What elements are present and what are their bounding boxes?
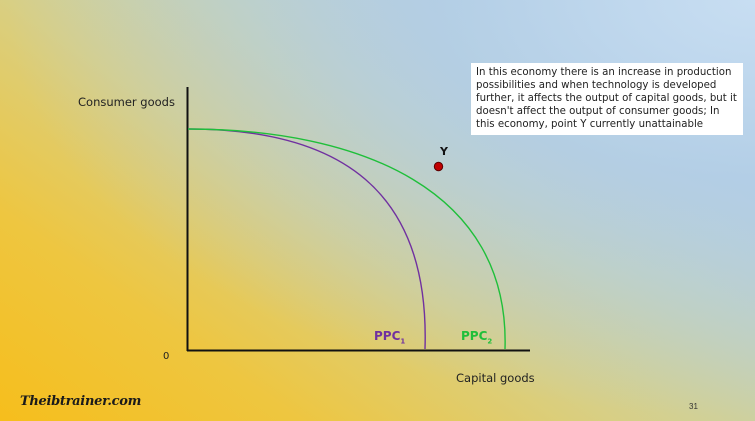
ppc2-label-subscript: 2 bbox=[487, 337, 493, 346]
ppc2-label-name: PPC bbox=[461, 329, 488, 343]
explanation-textbox: In this economy there is an increase in … bbox=[471, 63, 743, 135]
ppc1-label-subscript: 1 bbox=[400, 337, 406, 346]
point-y-label: Y bbox=[440, 145, 448, 158]
page-number: 31 bbox=[689, 402, 698, 411]
origin-label: 0 bbox=[163, 351, 170, 362]
ppc1-label: PPC1 bbox=[374, 329, 405, 345]
theibtrainer-logo: Theibtrainer.com bbox=[20, 394, 142, 409]
ppc2-label: PPC2 bbox=[461, 329, 492, 345]
ppc2-curve bbox=[187, 128, 506, 350]
y-axis-label: Consumer goods bbox=[78, 95, 175, 109]
point-y-marker bbox=[433, 161, 444, 172]
ppc1-curve bbox=[187, 128, 426, 350]
ppc1-label-name: PPC bbox=[374, 329, 401, 343]
x-axis-label: Capital goods bbox=[456, 371, 535, 385]
